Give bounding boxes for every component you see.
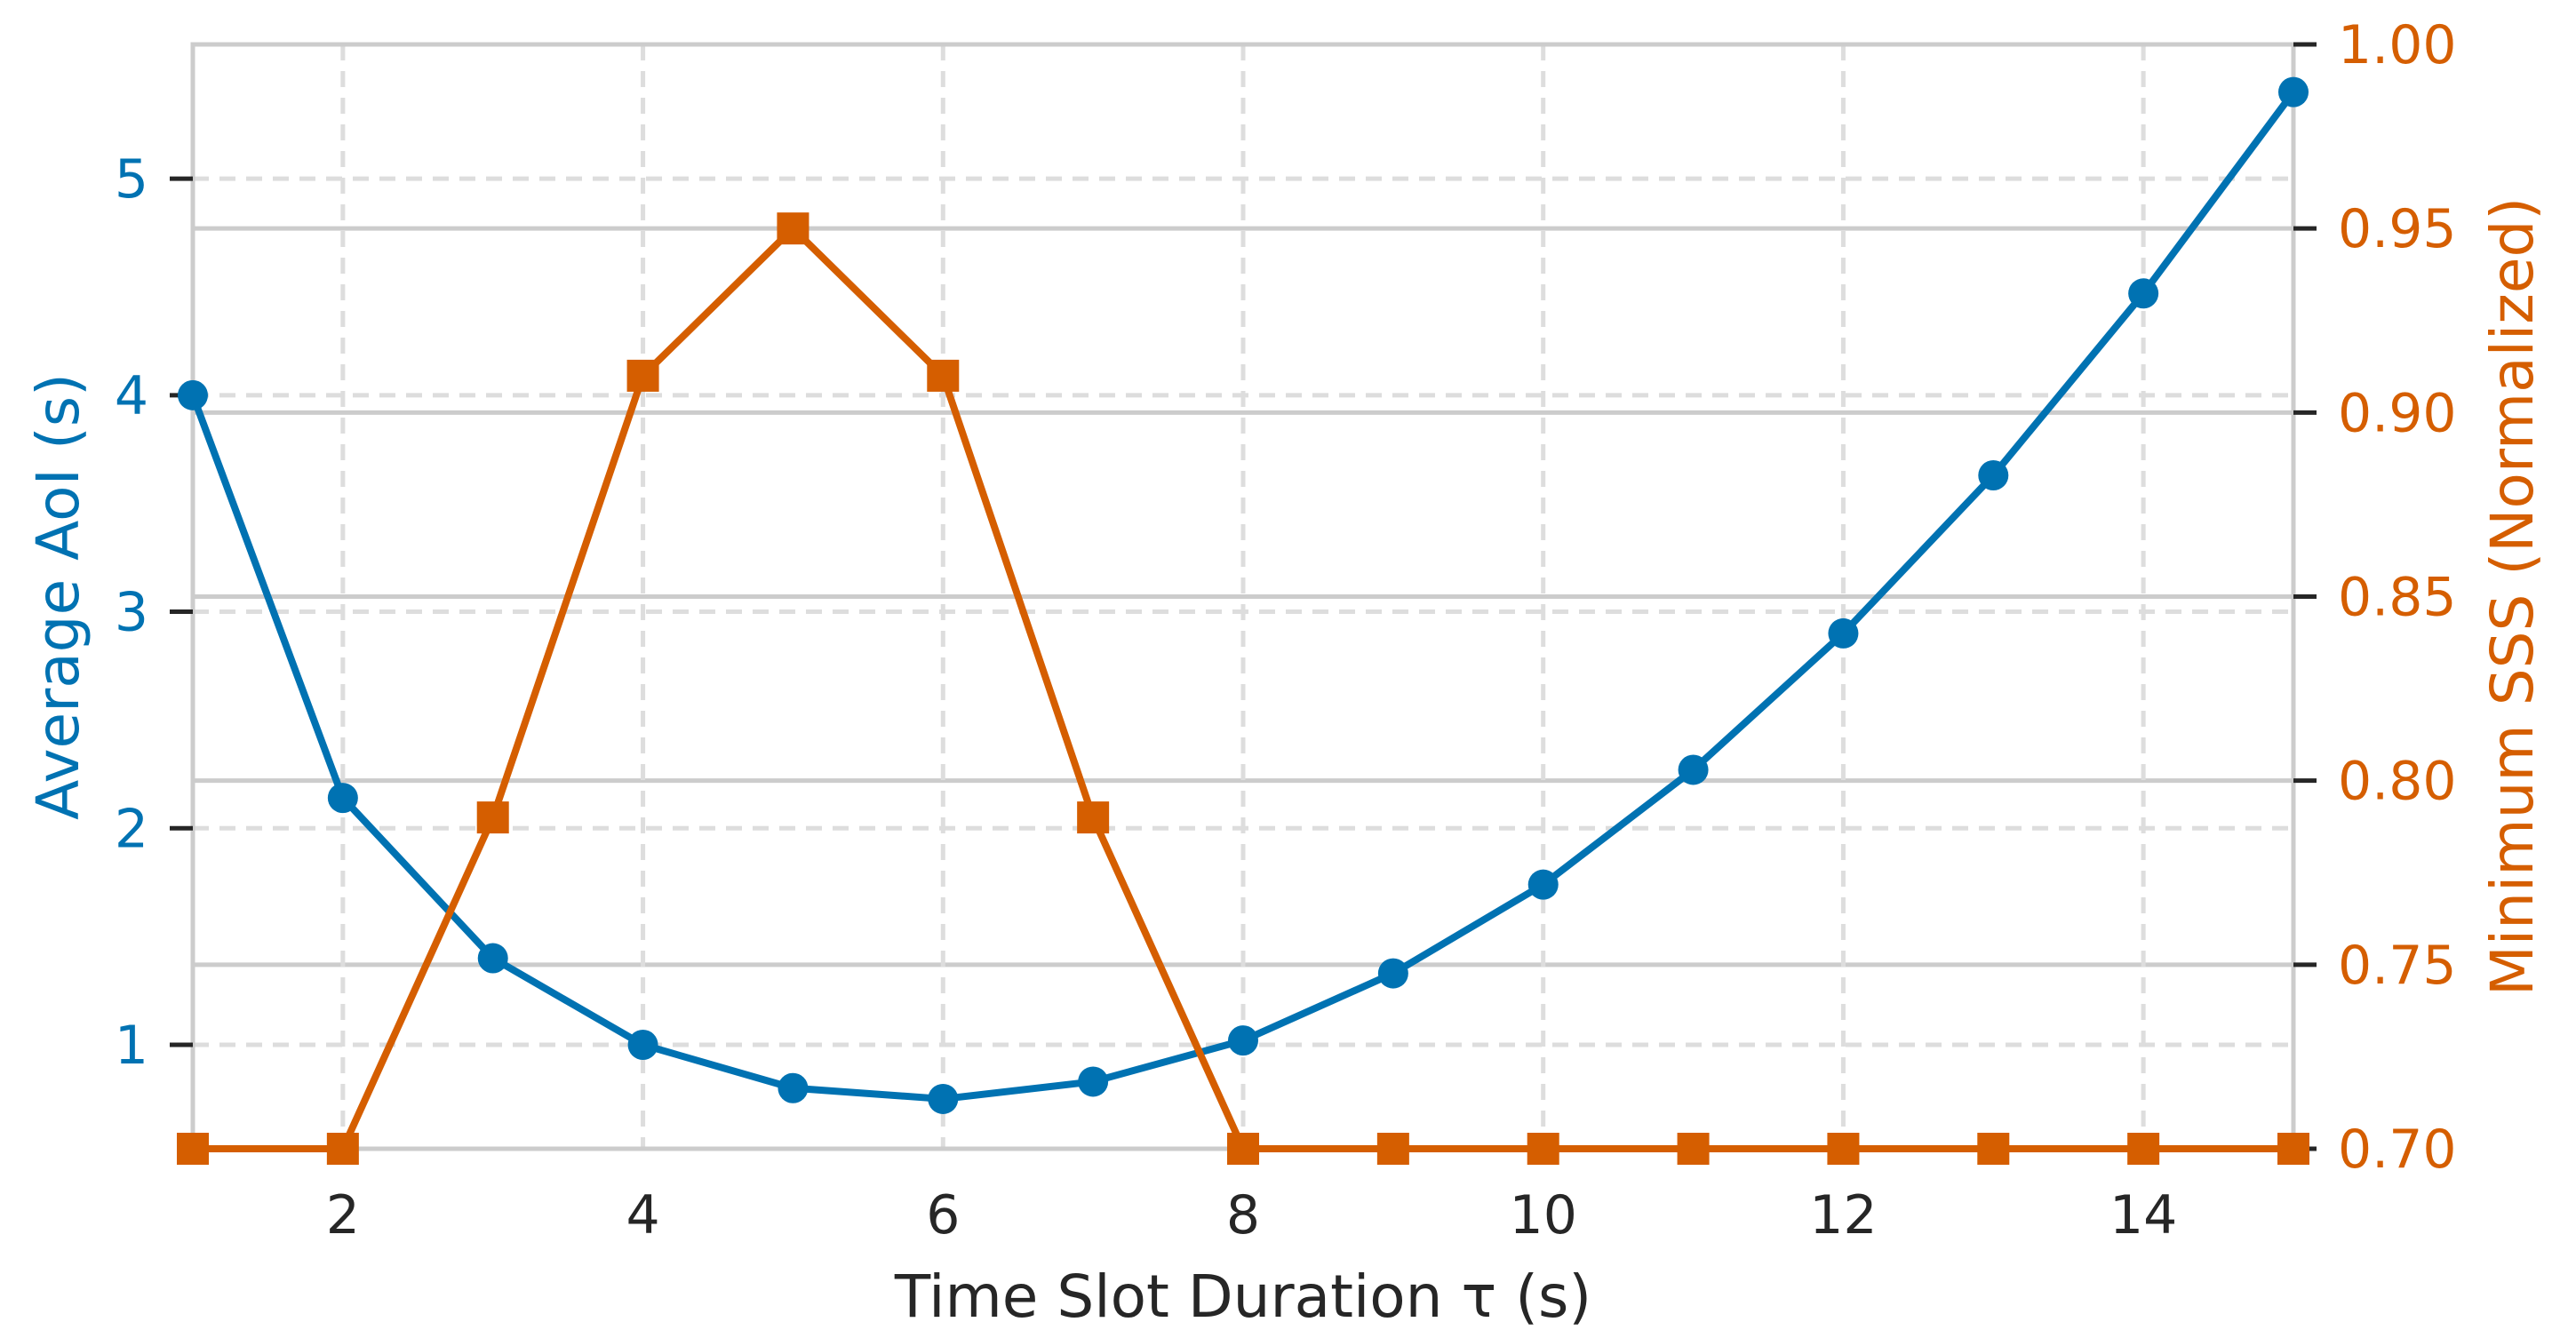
x-tick-label: 6 [926,1184,960,1246]
sss-point [1677,1133,1710,1165]
left-tick-label: 4 [115,365,148,427]
series-layer [177,76,2309,1165]
right-tick-label: 0.95 [2338,198,2457,260]
aoi-point [1828,617,1859,649]
x-tick-label: 4 [626,1184,659,1246]
sss-series [177,212,2309,1165]
sss-point [777,212,809,245]
aoi-point [627,1030,658,1061]
aoi-series [178,76,2309,1114]
aoi-point [2278,76,2309,108]
aoi-point [1527,869,1559,900]
x-tick-label: 10 [1510,1184,1577,1246]
right-tick-label: 0.90 [2338,382,2457,444]
sss-point [1827,1133,1860,1165]
aoi-point [477,943,508,974]
right-tick-label: 0.80 [2338,751,2457,813]
aoi-point [1377,958,1408,989]
sss-point [1227,1133,1259,1165]
x-tick-label: 2 [326,1184,360,1246]
aoi-point [2128,278,2159,309]
aoi-point [1678,754,1709,785]
sss-point [927,359,960,392]
sss-point [326,1133,359,1165]
sss-point [2127,1133,2160,1165]
left-y-axis-title: Average AoI (s) [24,373,92,820]
aoi-point [1228,1025,1258,1056]
x-axis-title: Time Slot Duration τ (s) [894,1262,1591,1330]
sss-point [1527,1133,1559,1165]
right-tick-label: 0.70 [2338,1119,2457,1181]
right-tick-label: 1.00 [2338,14,2457,76]
right-tick-label: 0.85 [2338,567,2457,629]
left-tick-label: 1 [115,1015,148,1077]
x-axis-gridlines [340,44,2146,1149]
sss-point [1077,801,1110,834]
aoi-point [178,379,208,410]
sss-point [476,801,509,834]
x-tick-label: 8 [1226,1184,1260,1246]
sss-point [2277,1133,2309,1165]
sss-point [1376,1133,1409,1165]
sss-point [626,359,659,392]
left-tick-label: 2 [115,798,148,860]
aoi-point [327,783,358,814]
right-tick-label: 0.75 [2338,935,2457,997]
x-tick-label: 12 [1809,1184,1877,1246]
aoi-point [778,1072,809,1103]
aoi-point [1078,1066,1109,1097]
right-y-axis-title: Minimum SSS (Normalized) [2478,197,2547,996]
sss-point [1977,1133,2010,1165]
left-tick-label: 3 [115,582,148,644]
aoi-point [1978,460,2009,491]
x-tick-label: 14 [2109,1184,2177,1246]
left-tick-label: 5 [115,148,148,211]
sss-point [177,1133,209,1165]
aoi-point [928,1083,959,1114]
